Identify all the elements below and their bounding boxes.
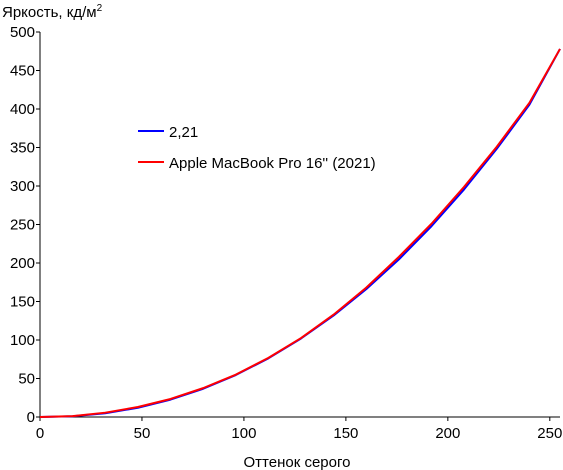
x-tick-label: 150 — [333, 425, 358, 442]
y-axis-title: Яркость, кд/м2 — [2, 3, 103, 21]
y-tick-label: 100 — [10, 332, 35, 349]
y-tick-label: 350 — [10, 140, 35, 157]
y-tick-label: 300 — [10, 178, 35, 195]
y-tick-label: 150 — [10, 294, 35, 311]
x-tick-label: 100 — [231, 425, 256, 442]
series-line-1 — [39, 48, 561, 418]
y-tick-label: 250 — [10, 217, 35, 234]
series-layer — [39, 48, 561, 418]
y-tick-label: 450 — [10, 63, 35, 80]
y-axis-title-superscript: 2 — [97, 3, 103, 14]
x-tick-label: 50 — [134, 425, 151, 442]
axes — [39, 32, 560, 418]
y-tick-label: 0 — [27, 409, 35, 426]
legend: 2,21 Apple MacBook Pro 16'' (2021) — [138, 124, 376, 172]
y-tick-label: 200 — [10, 255, 35, 272]
y-tick-label: 50 — [18, 371, 35, 388]
x-tick-label: 0 — [36, 425, 44, 442]
y-tick-label: 400 — [10, 101, 35, 118]
ticks: 0 50 100 150 200 250 300 350 400 450 500 0 50 100 150 2… — [10, 24, 562, 442]
y-tick-label: 500 — [10, 24, 35, 41]
series-line-0 — [39, 48, 561, 418]
y-axis-title-text: Яркость, кд/м — [2, 4, 97, 21]
x-tick-label: 200 — [435, 425, 460, 442]
x-tick-label: 250 — [537, 425, 562, 442]
legend-label-macbook: Apple MacBook Pro 16'' (2021) — [169, 155, 376, 172]
x-axis-title: Оттенок серого — [244, 454, 351, 470]
legend-label-gamma: 2,21 — [169, 124, 198, 141]
